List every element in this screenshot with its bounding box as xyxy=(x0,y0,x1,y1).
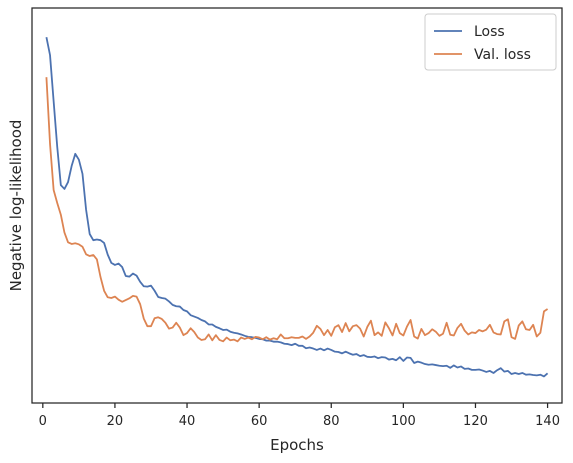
x-tick-label: 0 xyxy=(39,414,47,429)
series-line-val-loss xyxy=(45,77,549,343)
legend-label-loss: Loss xyxy=(474,24,505,40)
x-tick-label: 60 xyxy=(251,414,268,429)
series-line-loss xyxy=(45,37,549,378)
legend-box xyxy=(424,13,557,71)
x-tick-label: 120 xyxy=(463,414,488,429)
x-tick-label: 100 xyxy=(391,414,416,429)
x-tick-label: 80 xyxy=(323,414,340,429)
x-tick-label: 140 xyxy=(535,414,560,429)
legend: Loss Val. loss xyxy=(424,13,557,71)
x-tick-label: 20 xyxy=(107,414,124,429)
plot-frame xyxy=(31,7,563,404)
x-tick-label: 40 xyxy=(179,414,196,429)
series-layer xyxy=(45,37,549,378)
legend-label-val-loss: Val. loss xyxy=(474,47,531,63)
y-axis-label: Negative log-likelihood xyxy=(7,120,25,292)
x-axis-label: Epochs xyxy=(270,436,324,454)
x-axis: 0 20 40 60 80 100 120 140 xyxy=(39,403,560,429)
